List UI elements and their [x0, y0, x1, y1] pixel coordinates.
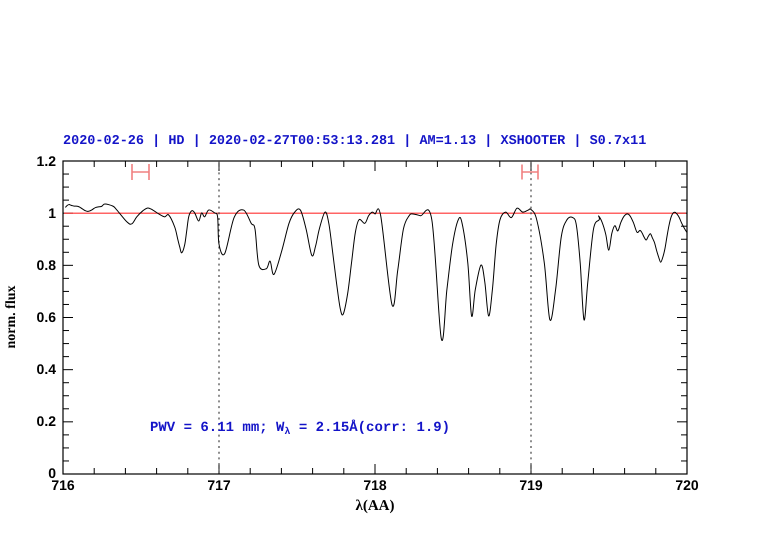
- svg-text:718: 718: [363, 477, 387, 493]
- svg-text:0.4: 0.4: [37, 361, 57, 377]
- svg-text:0.2: 0.2: [37, 413, 57, 429]
- svg-text:719: 719: [519, 477, 543, 493]
- svg-text:717: 717: [207, 477, 231, 493]
- svg-text:1.2: 1.2: [37, 153, 57, 169]
- svg-text:norm. flux: norm. flux: [4, 286, 19, 349]
- svg-text:1: 1: [48, 205, 56, 221]
- svg-text:720: 720: [675, 477, 699, 493]
- svg-text:0.6: 0.6: [37, 309, 57, 325]
- svg-text:0.8: 0.8: [37, 257, 57, 273]
- svg-text:716: 716: [51, 477, 75, 493]
- svg-text:λ(AA): λ(AA): [355, 498, 394, 514]
